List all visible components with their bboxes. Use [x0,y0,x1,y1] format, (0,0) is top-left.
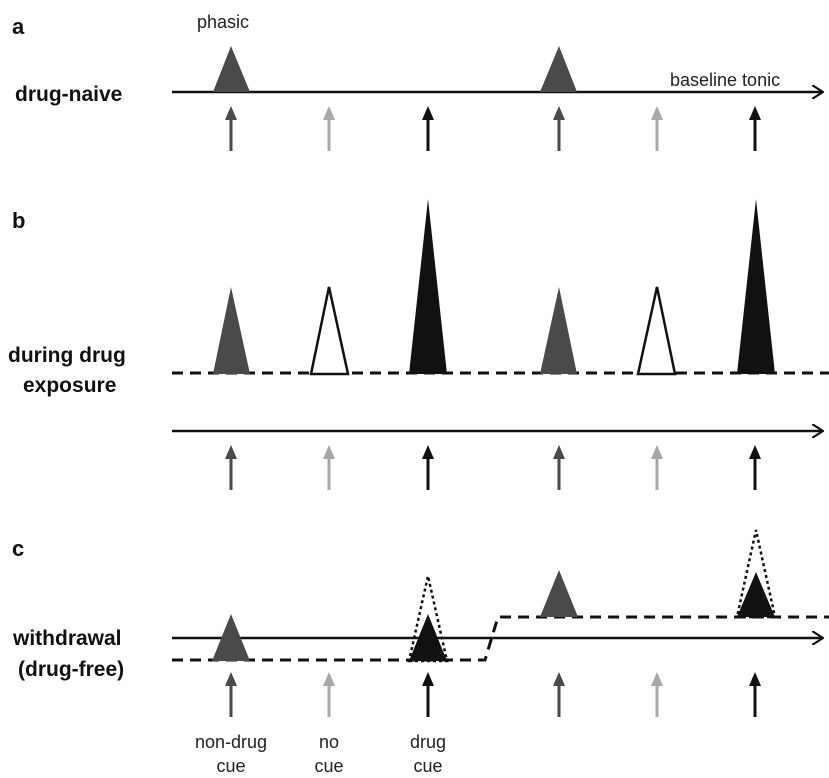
no-cue-arrow [651,672,663,717]
shifting-tonic-level [172,615,829,662]
non-drug-cue-arrow [225,672,237,717]
drug-cue-arrow [749,106,761,151]
drug-cue-label-line1: drug [410,732,446,752]
drug-cue-arrow [749,445,761,490]
non-drug-cue-label-line2: cue [216,756,245,776]
cue-arrows-c [225,672,761,717]
phasic-peak-non-drug [540,287,577,374]
phasic-peak-non-drug [540,570,578,617]
phasic-peak-non-drug [213,46,250,92]
cue-arrows-a [225,106,761,151]
panel-a: a phasic drug-naive baseline tonic [12,12,822,151]
no-cue-arrow [323,106,335,151]
panel-c: c withdrawal (drug-free) non-drug [12,529,829,776]
phasic-peak-drug [737,199,775,374]
phasic-peak-non-drug [213,287,250,374]
phasic-label: phasic [197,12,249,32]
no-cue-label-line1: no [319,732,339,752]
drug-cue-arrow [422,672,434,717]
during-drug-label: during drug [8,344,126,367]
drug-cue-label-line2: cue [413,756,442,776]
phasic-peak-no-cue [309,286,350,376]
phasic-peak-no-cue [636,286,677,376]
phasic-peak-non-drug [540,46,577,92]
panel-b-letter: b [12,208,25,233]
panel-b: b during drug exposure [8,199,829,490]
phasic-peak-drug [737,572,775,617]
drug-cue-arrow [749,672,761,717]
exposure-label: exposure [23,374,116,397]
cue-arrows-b [225,445,761,490]
phasic-peak-drug [409,199,447,374]
non-drug-cue-arrow [553,672,565,717]
drug-naive-label: drug-naive [15,83,122,106]
drug-free-label: (drug-free) [18,658,124,681]
phasic-peak-non-drug [212,614,250,661]
no-cue-arrow [323,672,335,717]
baseline-tonic-label: baseline tonic [670,70,780,90]
drug-cue-arrow [422,445,434,490]
non-drug-cue-arrow [225,445,237,490]
phasic-peak-drug [409,614,447,661]
non-drug-cue-label-line1: non-drug [195,732,267,752]
cue-legend: non-drug cue no cue drug cue [195,732,446,776]
no-cue-arrow [323,445,335,490]
drug-cue-arrow [422,106,434,151]
no-cue-arrow [651,106,663,151]
panel-a-letter: a [12,14,25,39]
non-drug-cue-arrow [553,445,565,490]
no-cue-label-line2: cue [314,756,343,776]
no-cue-arrow [651,445,663,490]
non-drug-cue-arrow [553,106,565,151]
non-drug-cue-arrow [225,106,237,151]
panel-c-letter: c [12,536,24,561]
withdrawal-label: withdrawal [12,627,122,650]
